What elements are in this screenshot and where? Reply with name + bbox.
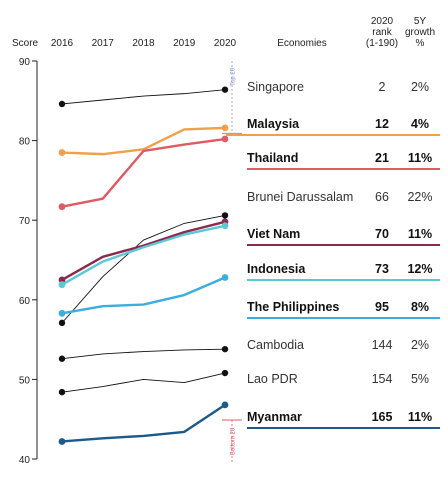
series-line (60, 220, 227, 282)
series-end-point (221, 124, 229, 132)
series-start-point (58, 276, 66, 284)
series-end-point (221, 274, 229, 281)
series-line (60, 224, 227, 286)
series-line (61, 214, 226, 324)
series-start-point (58, 319, 66, 327)
x-tick-label: 2017 (92, 38, 115, 49)
economy-rank: 12 (375, 117, 389, 131)
series-end-point (221, 369, 229, 377)
economy-name: Lao PDR (247, 372, 298, 386)
economy-name: Viet Nam (247, 227, 300, 241)
series-end-point (221, 222, 229, 230)
economy-growth: 8% (411, 300, 429, 314)
economy-growth: 12% (407, 262, 432, 276)
economy-growth: 4% (411, 117, 429, 131)
series-line (60, 137, 227, 208)
series-start-point (58, 438, 66, 445)
rank-header-line: (1-190) (366, 38, 398, 49)
x-tick-label: 2020 (214, 38, 237, 49)
rank-header-line: 2020 (371, 16, 394, 27)
x-tick-label: 2018 (132, 38, 155, 49)
y-tick-label: 60 (19, 296, 31, 307)
series-start-point (58, 355, 66, 362)
economy-growth: 22% (407, 190, 432, 204)
series-end-point (221, 345, 229, 353)
economy-growth: 11% (408, 227, 432, 241)
series-line (60, 403, 227, 443)
economy-name: Singapore (247, 80, 304, 94)
series-start-point (58, 149, 66, 156)
series-start-point (58, 309, 66, 317)
economy-rank: 95 (375, 300, 389, 314)
economy-rank: 73 (375, 262, 389, 276)
economy-rank: 66 (375, 190, 389, 204)
series-end-point (221, 86, 229, 93)
series-start-point (58, 388, 66, 396)
economy-growth: 11% (408, 151, 432, 165)
economy-rank: 154 (372, 372, 393, 386)
economy-growth: 11% (408, 410, 432, 424)
series-line (61, 89, 226, 105)
series-start-point (58, 203, 66, 211)
economy-name: The Philippines (247, 300, 339, 314)
bottom20-annotation: Bottom 20 (231, 427, 237, 455)
economy-rank: 21 (375, 151, 389, 165)
economy-growth: 2% (411, 80, 429, 94)
economy-rank: 70 (375, 227, 389, 241)
economy-name: Thailand (247, 151, 298, 165)
series-line (61, 348, 226, 360)
series-start-point (58, 100, 66, 108)
economy-growth: 2% (411, 338, 429, 352)
economy-rank: 2 (379, 80, 386, 94)
economy-rank: 165 (372, 410, 393, 424)
economy-name: Cambodia (247, 338, 304, 352)
series-start-point (58, 281, 66, 289)
series-end-point (221, 135, 229, 143)
x-tick-label: 2016 (51, 38, 74, 49)
y-tick-label: 80 (19, 137, 31, 148)
economy-name: Brunei Darussalam (247, 190, 353, 204)
series-line (60, 276, 227, 315)
series-end-point (221, 212, 229, 219)
x-tick-label: 2019 (173, 38, 196, 49)
y-tick-label: 40 (19, 455, 31, 466)
top20-annotation: Top 20 (231, 67, 237, 86)
economy-rank: 144 (372, 338, 393, 352)
growth-header-line: 5Y (414, 16, 427, 27)
y-tick-label: 70 (19, 216, 31, 227)
economy-name: Malaysia (247, 117, 300, 131)
economy-growth: 5% (411, 372, 429, 386)
economies-header: Economies (277, 38, 326, 49)
y-tick-label: 50 (19, 375, 31, 386)
economy-name: Indonesia (247, 262, 306, 276)
economy-name: Myanmar (247, 410, 302, 424)
y-tick-label: 90 (19, 57, 31, 68)
series-end-point (221, 401, 229, 409)
growth-header-line: growth (405, 27, 435, 38)
y-axis-label: Score (12, 38, 39, 49)
growth-header-line: % (416, 38, 425, 49)
series-line (60, 126, 227, 156)
rank-header-line: rank (372, 27, 392, 38)
series-line (61, 372, 226, 393)
